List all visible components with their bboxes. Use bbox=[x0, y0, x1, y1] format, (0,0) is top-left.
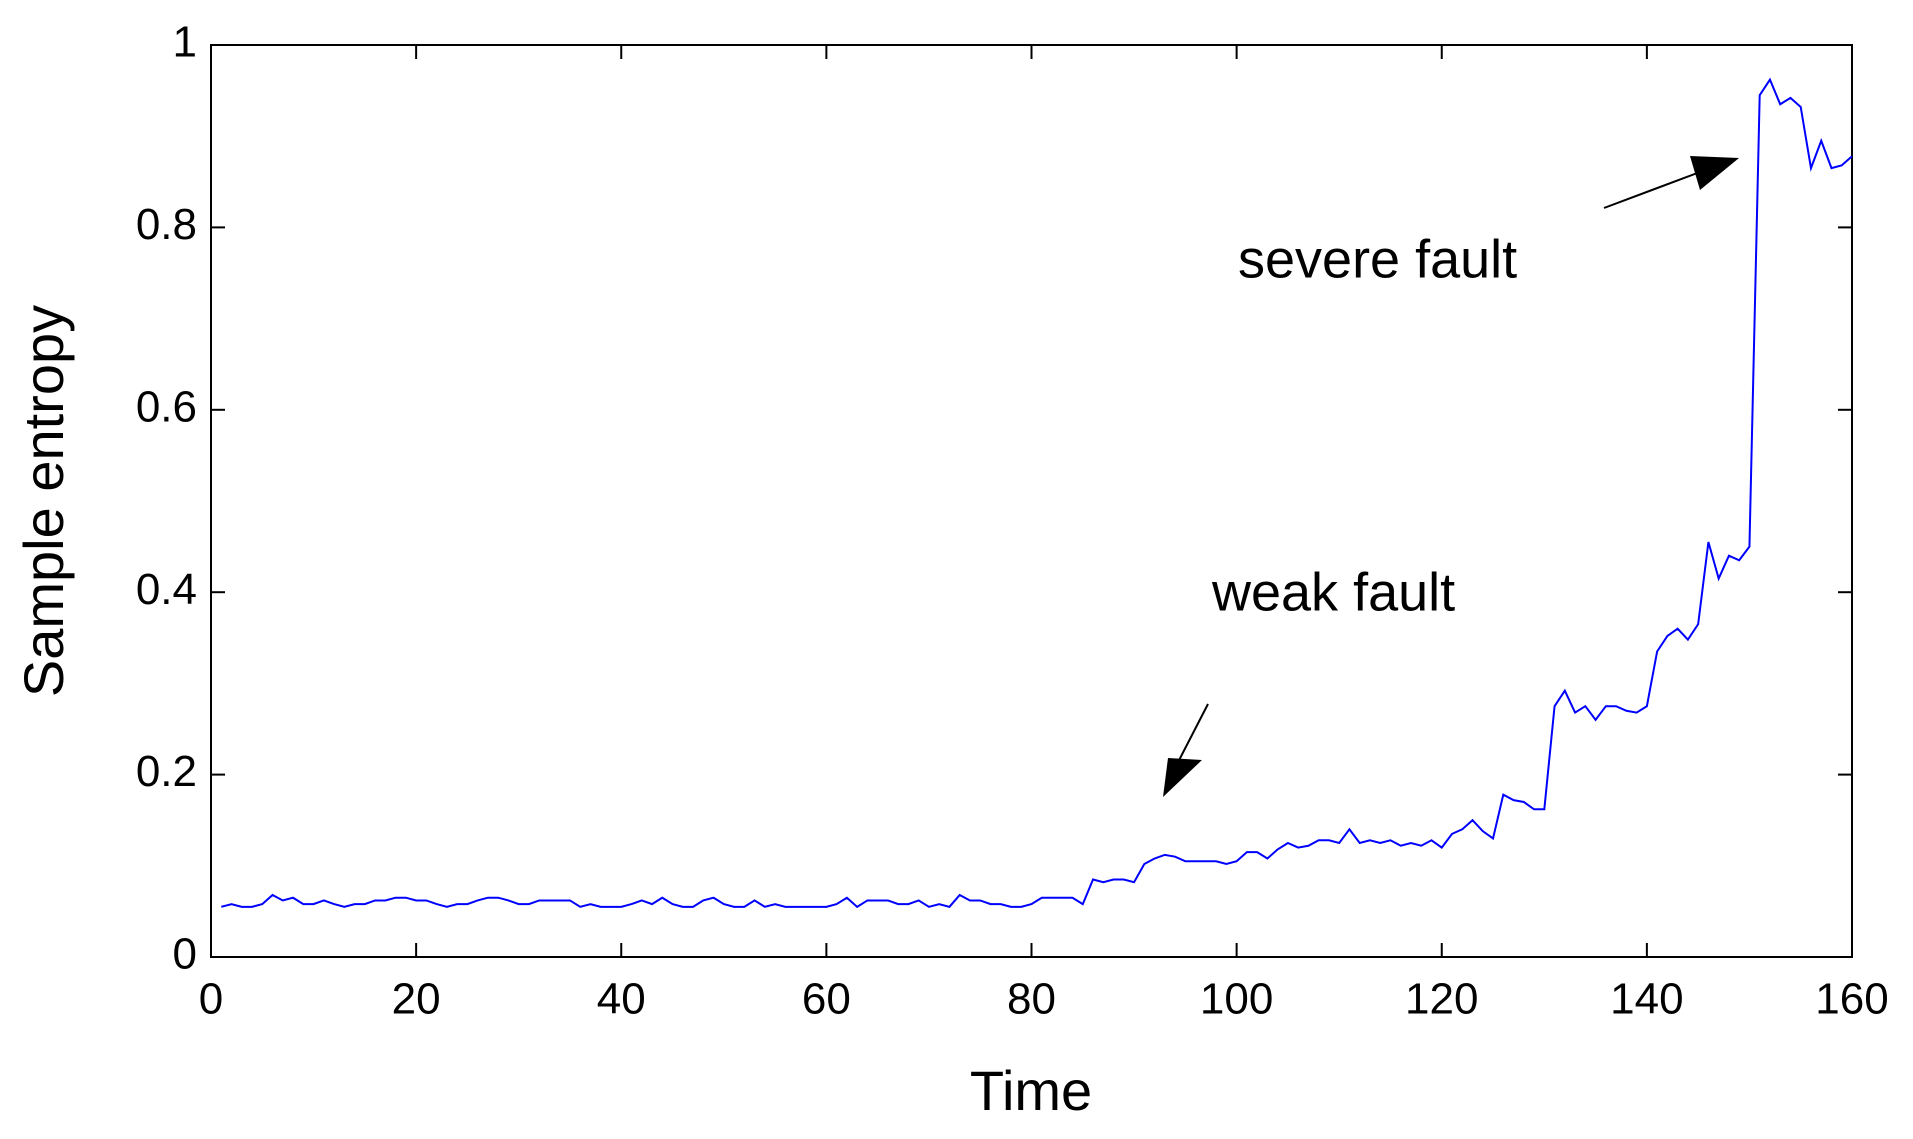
x-tick-label: 0 bbox=[199, 975, 223, 1024]
y-tick-label: 0.6 bbox=[136, 382, 197, 431]
y-tick-label: 1 bbox=[173, 18, 197, 67]
y-tick-label: 0.4 bbox=[136, 565, 197, 614]
annotation: weak fault bbox=[1211, 562, 1455, 622]
x-tick-label: 120 bbox=[1405, 975, 1478, 1024]
x-tick-label: 160 bbox=[1815, 975, 1888, 1024]
arrow bbox=[1603, 156, 1739, 209]
x-tick-label: 80 bbox=[1007, 975, 1056, 1024]
x-tick-label: 140 bbox=[1610, 975, 1683, 1024]
y-axis-label: Sample entropy bbox=[12, 305, 75, 697]
x-tick-label: 60 bbox=[802, 975, 851, 1024]
arrow bbox=[1163, 703, 1209, 797]
y-tick-label: 0.2 bbox=[136, 747, 197, 796]
y-tick-label: 0 bbox=[173, 930, 197, 979]
x-axis-label: Time bbox=[970, 1059, 1092, 1122]
x-tick-label: 100 bbox=[1200, 975, 1273, 1024]
x-tick-label: 40 bbox=[597, 975, 646, 1024]
data-line bbox=[220, 77, 1853, 909]
y-tick-label: 0.8 bbox=[136, 200, 197, 249]
x-tick-label: 20 bbox=[392, 975, 441, 1024]
plot-frame bbox=[210, 44, 1853, 958]
annotation: severe fault bbox=[1238, 229, 1517, 289]
